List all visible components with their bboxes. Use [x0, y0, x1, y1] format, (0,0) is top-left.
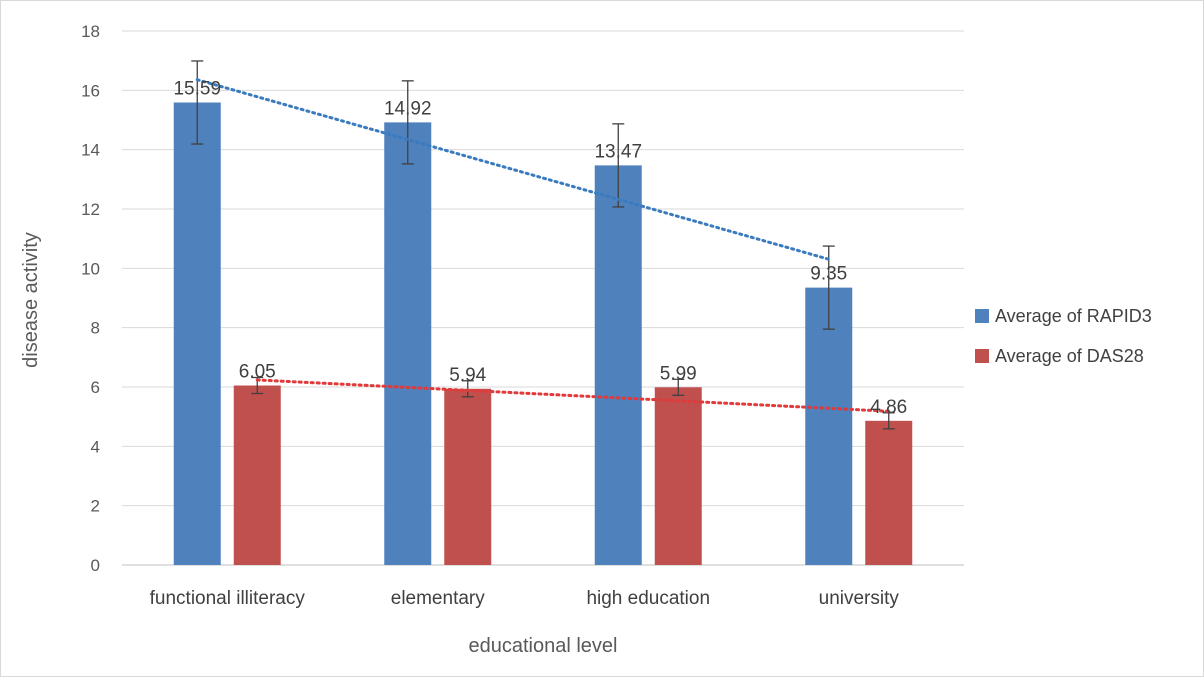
x-category-label: functional illiteracy [150, 588, 306, 609]
legend-label: Average of DAS28 [995, 346, 1144, 366]
bar [384, 122, 432, 565]
y-tick-label: 0 [91, 556, 100, 575]
data-label: 13.47 [594, 141, 642, 162]
trendlines [195, 78, 891, 413]
x-axis-category-labels: functional illiteracy elementary high educ… [150, 588, 900, 609]
data-label: 4.86 [870, 397, 907, 418]
bar [233, 385, 281, 565]
x-category-label: high education [586, 588, 710, 609]
bar [654, 387, 702, 565]
bar [805, 287, 853, 565]
data-labels: 15.59 14.92 13.47 9.35 6.05 5.94 5.99 4.86 [173, 78, 907, 417]
data-label: 6.05 [239, 362, 276, 383]
data-label: 15.59 [173, 78, 221, 99]
x-axis-title: educational level [469, 635, 618, 657]
y-axis-title: disease activity [20, 232, 42, 368]
legend-label: Average of RAPID3 [995, 306, 1152, 326]
y-tick-label: 18 [81, 22, 100, 41]
legend: Average of RAPID3 Average of DAS28 [975, 306, 1152, 366]
x-category-label: university [819, 588, 900, 609]
y-tick-label: 4 [91, 437, 100, 456]
bar [865, 420, 913, 565]
error-bars [191, 60, 895, 430]
y-tick-label: 6 [91, 378, 100, 397]
y-tick-label: 2 [91, 497, 100, 516]
y-tick-label: 14 [81, 141, 100, 160]
bar [173, 102, 221, 565]
y-tick-label: 8 [91, 319, 100, 338]
legend-swatch [975, 309, 989, 323]
data-label: 14.92 [384, 98, 432, 119]
x-category-label: elementary [391, 588, 485, 609]
bar [444, 388, 492, 565]
bar [594, 165, 642, 565]
y-tick-label: 10 [81, 259, 100, 278]
y-axis-tick-labels: 0 2 4 6 8 10 12 14 16 18 [81, 22, 100, 575]
trendline [195, 78, 831, 261]
trendline [255, 378, 891, 413]
data-label: 9.35 [810, 264, 847, 285]
data-label: 5.99 [660, 363, 697, 384]
data-label: 5.94 [449, 365, 486, 386]
y-tick-label: 16 [81, 81, 100, 100]
y-tick-label: 12 [81, 200, 100, 219]
legend-swatch [975, 349, 989, 363]
bars [173, 102, 913, 565]
